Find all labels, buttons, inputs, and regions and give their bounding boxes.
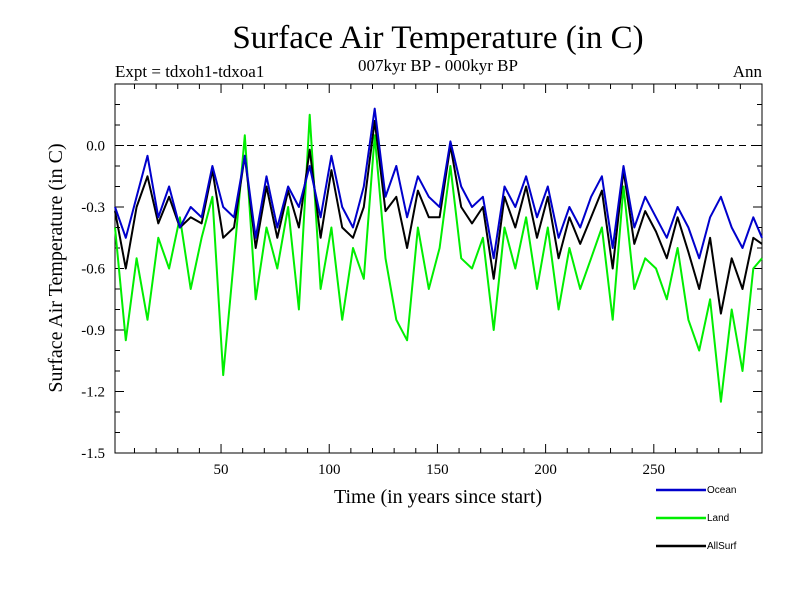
y-axis-label: Surface Air Temperature (in C) <box>45 143 67 392</box>
axis-ticks <box>115 83 762 454</box>
legend-label-allsurf: AllSurf <box>707 541 737 552</box>
series-line-ocean <box>114 107 763 260</box>
x-tick-label: 100 <box>318 462 341 478</box>
series-lines <box>114 107 763 403</box>
x-tick-label: 50 <box>214 462 229 478</box>
x-tick-label: 200 <box>534 462 557 478</box>
legend-label-ocean: Ocean <box>707 485 736 496</box>
legend: Ocean Land AllSurf <box>656 485 737 552</box>
y-tick-label: -0.9 <box>81 323 105 339</box>
y-tick-label: -1.5 <box>81 446 105 462</box>
chart-title: Surface Air Temperature (in C) <box>232 20 643 56</box>
series-line-land <box>114 113 763 403</box>
plot-area: 50 100 150 200 250 0.0 -0.3 -0.6 -0.9 -1.2 -1.5 <box>81 83 763 479</box>
axis-tick-labels: 50 100 150 200 250 0.0 -0.3 -0.6 -0.9 -1.2 -1.5 <box>81 139 665 479</box>
y-tick-label: -0.3 <box>81 200 105 216</box>
y-tick-label: 0.0 <box>86 139 105 155</box>
legend-label-land: Land <box>707 513 729 524</box>
period-label: Ann <box>733 62 763 81</box>
series-line-allsurf <box>114 119 763 315</box>
x-tick-label: 150 <box>426 462 449 478</box>
y-tick-label: -1.2 <box>81 385 105 401</box>
experiment-label: Expt = tdxoh1-tdxoa1 <box>115 62 264 81</box>
chart-subtitle: 007kyr BP - 000kyr BP <box>358 56 518 75</box>
y-tick-label: -0.6 <box>81 262 105 278</box>
x-axis-label: Time (in years since start) <box>334 486 542 508</box>
x-tick-label: 250 <box>643 462 666 478</box>
